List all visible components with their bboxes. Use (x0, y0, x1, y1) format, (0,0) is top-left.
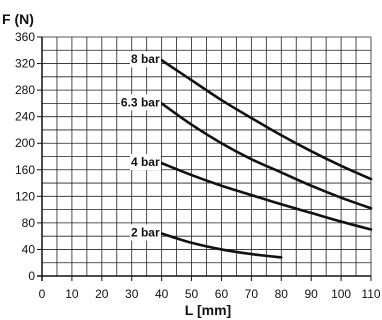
x-tick-label: 110 (361, 287, 380, 301)
series-label: 2 bar (131, 226, 160, 240)
y-tick-label: 320 (15, 57, 35, 71)
grid (41, 36, 372, 277)
series-label-bg (119, 94, 161, 111)
x-tick-label: 50 (185, 287, 199, 301)
series-label: 6.3 bar (121, 95, 160, 109)
x-tick-label: 20 (95, 287, 109, 301)
x-tick-label: 10 (65, 287, 79, 301)
x-tick-label: 80 (275, 287, 289, 301)
series-labels: 8 bar 6.3 bar 4 bar 2 bar (119, 51, 161, 241)
series-label-bg (129, 224, 161, 241)
y-tick-label: 360 (15, 30, 35, 44)
y-tick-label: 200 (15, 136, 35, 150)
series-lines (160, 58, 373, 259)
series-line-2 (160, 161, 373, 231)
series-line-3 (160, 232, 283, 259)
y-tick-label: 280 (15, 83, 35, 97)
series-label: 4 bar (131, 155, 160, 169)
y-tick-label: 80 (22, 216, 36, 230)
x-tick-label: 100 (331, 287, 351, 301)
series-label-bg (129, 154, 161, 171)
y-tick-label: 160 (15, 163, 35, 177)
x-tick-label: 70 (245, 287, 259, 301)
y-tick-labels: 0 40 80 120 160 200 240 280 320 360 (15, 30, 35, 283)
x-tick-label: 0 (39, 287, 46, 301)
x-tick-label: 30 (125, 287, 139, 301)
series-line-1 (160, 102, 373, 210)
series-line-0 (160, 58, 373, 181)
axes (37, 36, 372, 281)
x-tick-label: 90 (305, 287, 319, 301)
x-tick-labels: 0 10 20 30 40 50 60 70 80 90 100 110 (39, 287, 381, 301)
y-axis-title: F (N) (2, 11, 34, 27)
y-tick-label: 40 (22, 242, 36, 256)
x-axis-title: L [mm] (185, 302, 231, 318)
y-tick-label: 240 (15, 110, 35, 124)
y-tick-label: 0 (28, 269, 35, 283)
series-label: 8 bar (131, 52, 160, 66)
x-tick-label: 40 (155, 287, 169, 301)
y-tick-label: 120 (15, 189, 35, 203)
series-label-bg (129, 51, 161, 68)
x-tick-label: 60 (215, 287, 229, 301)
